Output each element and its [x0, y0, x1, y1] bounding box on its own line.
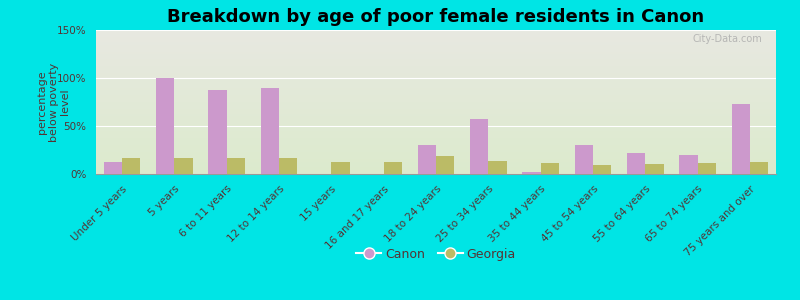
Bar [574, 145, 593, 174]
Bar [261, 88, 279, 174]
Bar [174, 158, 193, 174]
Bar [436, 156, 454, 174]
Text: City-Data.com: City-Data.com [693, 34, 762, 44]
Bar [156, 78, 174, 174]
Bar [384, 163, 402, 174]
Bar [226, 158, 245, 174]
Bar [731, 104, 750, 174]
Bar [593, 165, 611, 174]
Title: Breakdown by age of poor female residents in Canon: Breakdown by age of poor female resident… [167, 8, 705, 26]
Bar [279, 158, 298, 174]
Bar [541, 164, 559, 174]
Bar [331, 163, 350, 174]
Bar [122, 158, 141, 174]
Bar [679, 155, 698, 174]
Bar [104, 163, 122, 174]
Bar [522, 172, 541, 174]
Bar [627, 153, 646, 174]
Bar [646, 164, 663, 174]
Bar [698, 164, 716, 174]
Bar [470, 119, 488, 174]
Bar [209, 89, 226, 174]
Bar [418, 145, 436, 174]
Legend: Canon, Georgia: Canon, Georgia [351, 243, 521, 266]
Y-axis label: percentage
below poverty
level: percentage below poverty level [38, 62, 70, 142]
Bar [488, 160, 506, 174]
Bar [750, 161, 768, 174]
